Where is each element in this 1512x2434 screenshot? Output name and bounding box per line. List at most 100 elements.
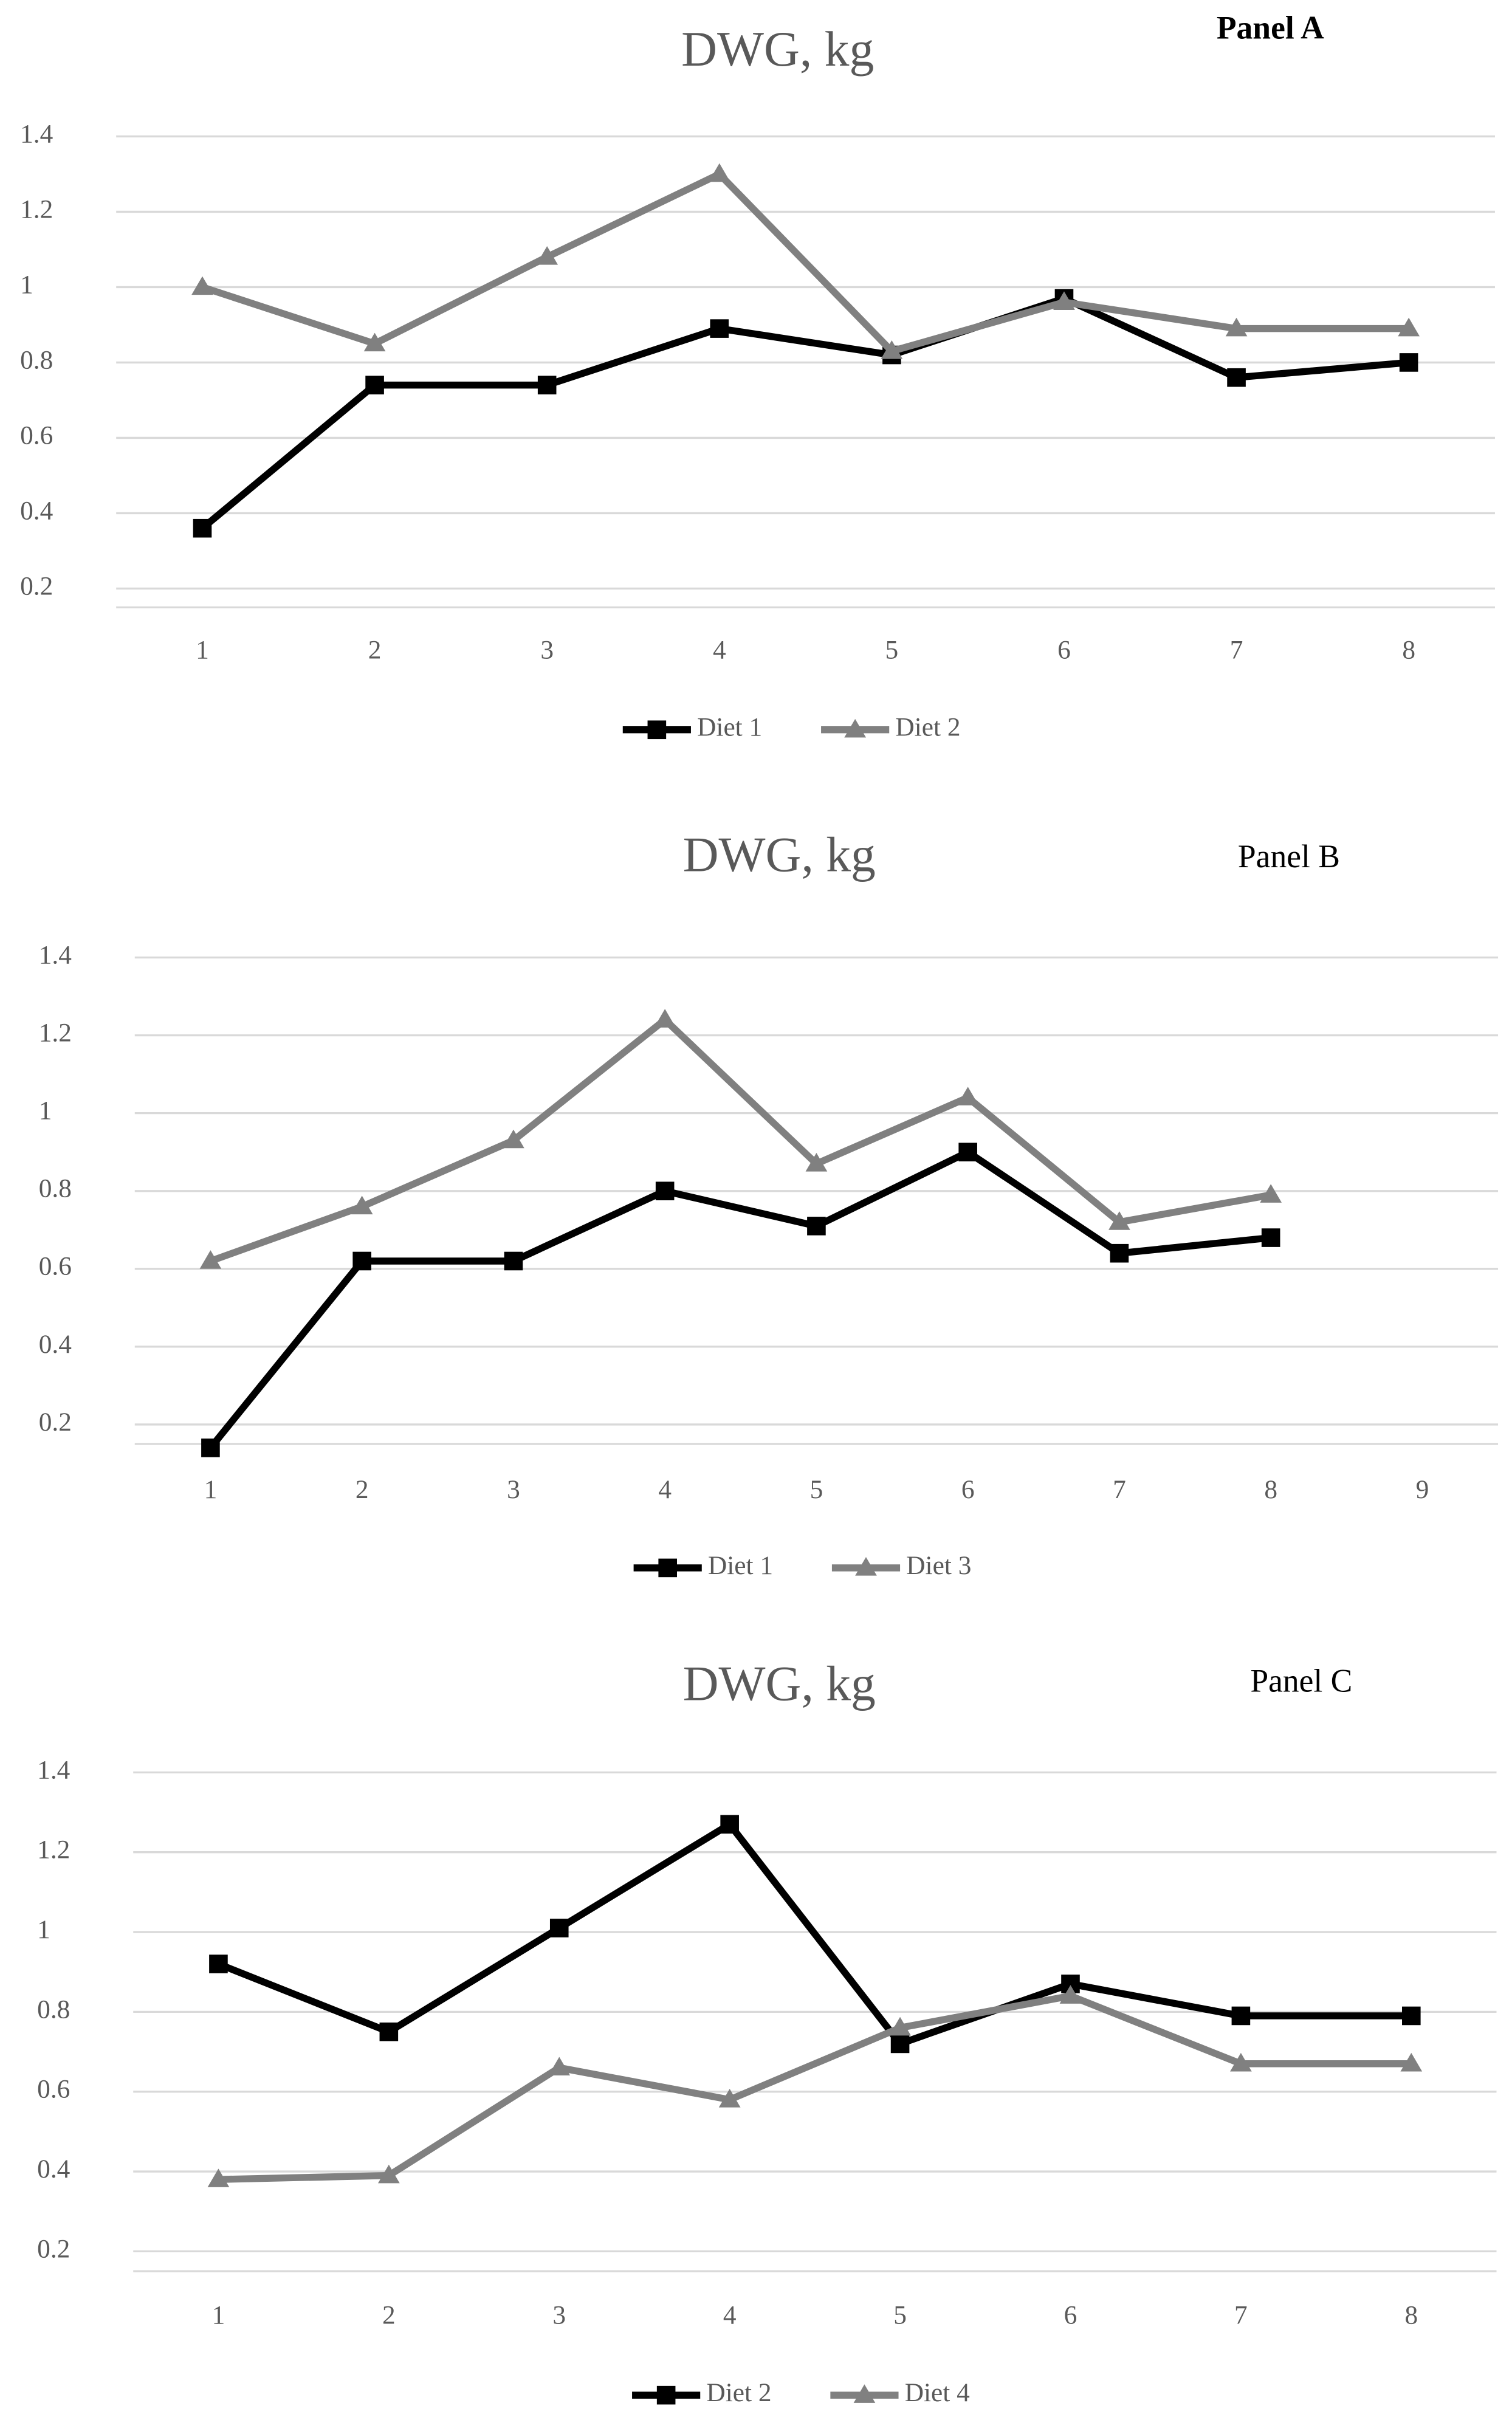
- chart: DWG, kg Panel A 0.2 0.4 0.6 0.8 1 1.2 1.4 1 2 3 4 5 6 7…: [20, 9, 1495, 742]
- y-tick-label: 1: [37, 1915, 50, 1944]
- x-tick-label: 2: [356, 1475, 369, 1504]
- marker: [548, 2057, 571, 2076]
- y-tick-label: 0.6: [39, 1252, 72, 1281]
- y-tick-label: 1.2: [37, 1835, 70, 1865]
- marker: [201, 1439, 220, 1457]
- series-line: [218, 1992, 1412, 2183]
- y-tick-label: 0.6: [37, 2075, 70, 2104]
- y-tick-label: 1.2: [39, 1019, 72, 1048]
- chart: DWG, kg Panel B 0.2 0.4 0.6 0.8 1 1.2 1.4 1 2 3 4 5 6 7…: [39, 827, 1499, 1580]
- x-tick-label: 5: [893, 2301, 907, 2330]
- marker: [710, 319, 729, 338]
- y-tick-label: 0.2: [39, 1408, 72, 1437]
- y-tick-label: 0.8: [39, 1174, 72, 1203]
- marker: [658, 1558, 677, 1578]
- x-tick-label: 3: [552, 2301, 566, 2330]
- marker: [537, 376, 557, 394]
- x-tick-label: 6: [1057, 635, 1071, 664]
- y-tick-label: 1.4: [20, 119, 53, 148]
- y-tick-label: 1: [39, 1096, 52, 1126]
- panel-label: Panel C: [1250, 1662, 1352, 1699]
- x-tick-label: 6: [1064, 2301, 1077, 2330]
- y-tick-label: 0.8: [20, 345, 53, 374]
- legend-label: Diet 2: [706, 2378, 771, 2407]
- chart-title: DWG, kg: [683, 827, 876, 882]
- marker: [1399, 353, 1418, 372]
- marker: [720, 1815, 739, 1834]
- chart-title: DWG, kg: [683, 1655, 876, 1711]
- legend-label: Diet 3: [906, 1551, 971, 1580]
- marker: [708, 163, 730, 182]
- marker: [718, 2089, 741, 2108]
- marker: [365, 376, 384, 394]
- marker: [889, 2016, 911, 2036]
- marker: [1053, 291, 1075, 310]
- marker: [1400, 2052, 1423, 2072]
- marker: [655, 1181, 675, 1201]
- marker: [855, 1557, 877, 1576]
- marker: [536, 246, 558, 265]
- x-tick-label: 1: [204, 1475, 218, 1504]
- legend-label: Diet 2: [895, 713, 960, 742]
- x-tick-label: 3: [540, 635, 554, 664]
- marker: [1230, 2052, 1252, 2072]
- y-tick-label: 1.4: [39, 940, 72, 969]
- x-tick-label: 8: [1402, 635, 1415, 664]
- marker: [209, 1954, 228, 1973]
- marker: [647, 720, 667, 740]
- marker: [805, 1153, 828, 1172]
- marker: [656, 2385, 676, 2405]
- x-tick-label: 7: [1230, 635, 1243, 664]
- x-tick-label: 4: [713, 635, 726, 664]
- x-tick-label: 2: [368, 635, 382, 664]
- marker: [890, 2034, 910, 2054]
- x-tick-label: 6: [961, 1475, 975, 1504]
- y-tick-label: 0.6: [20, 421, 53, 450]
- marker: [191, 276, 213, 295]
- marker: [193, 518, 212, 538]
- series-line: [200, 295, 1409, 531]
- x-tick-label: 2: [382, 2301, 396, 2330]
- marker: [352, 1251, 371, 1271]
- series-line: [201, 170, 1409, 355]
- chart: DWG, kg Panel C 0.2 0.4 0.6 0.8 1 1.2 1.4 1 2 3 4 5 6 7…: [37, 1655, 1497, 2407]
- legend-label: Diet 1: [708, 1551, 773, 1580]
- y-tick-label: 0.4: [20, 496, 53, 525]
- series-line: [207, 1148, 1271, 1450]
- marker: [351, 1195, 373, 1215]
- marker: [378, 2164, 400, 2184]
- marker: [1225, 317, 1248, 337]
- marker: [504, 1251, 523, 1271]
- marker: [1261, 1228, 1280, 1247]
- marker: [1227, 368, 1246, 387]
- y-tick-label: 0.4: [37, 2154, 70, 2184]
- y-tick-label: 1.2: [20, 194, 53, 224]
- marker: [853, 2384, 876, 2403]
- marker: [1402, 2006, 1421, 2026]
- y-tick-label: 0.2: [20, 571, 53, 600]
- marker: [199, 1250, 222, 1269]
- legend-label: Diet 1: [697, 713, 762, 742]
- marker: [1110, 1243, 1129, 1263]
- x-tick-label: 4: [723, 2301, 737, 2330]
- marker: [363, 332, 386, 352]
- marker: [958, 1143, 977, 1161]
- x-tick-label: 7: [1234, 2301, 1248, 2330]
- x-tick-label: 5: [810, 1475, 823, 1504]
- marker: [844, 718, 866, 738]
- legend-label: Diet 4: [905, 2378, 970, 2407]
- y-tick-label: 0.8: [37, 1995, 70, 2024]
- marker: [1398, 317, 1420, 337]
- marker: [549, 1919, 569, 1937]
- marker: [1108, 1211, 1130, 1230]
- marker: [379, 2022, 399, 2041]
- marker: [1260, 1184, 1282, 1203]
- x-tick-label: 7: [1113, 1475, 1126, 1504]
- series-line: [217, 1821, 1412, 2047]
- marker: [503, 1129, 524, 1149]
- marker: [807, 1217, 826, 1236]
- x-tick-label: 8: [1404, 2301, 1418, 2330]
- series-line: [209, 1016, 1272, 1265]
- y-tick-label: 1: [20, 270, 33, 299]
- marker: [207, 2168, 230, 2187]
